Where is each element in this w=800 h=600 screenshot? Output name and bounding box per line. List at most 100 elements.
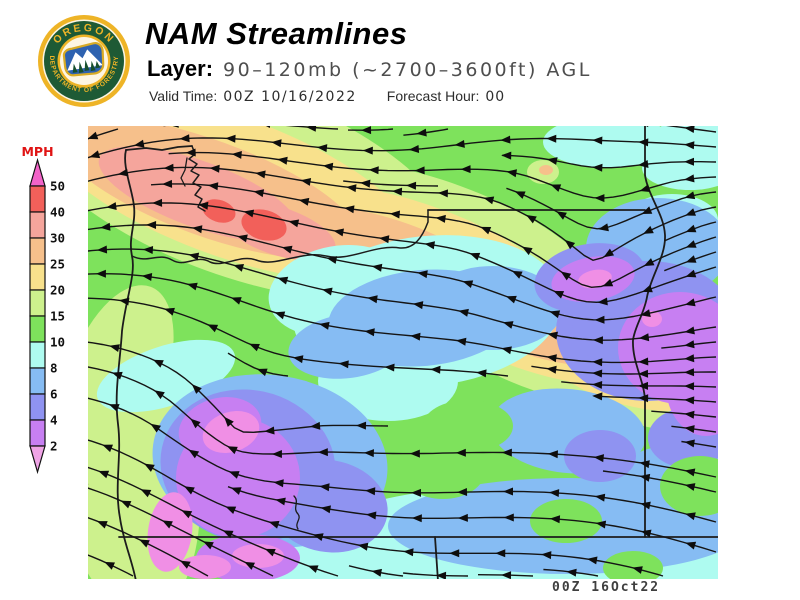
speed-region-lt2	[232, 544, 284, 568]
flow-arrow	[685, 224, 697, 233]
flow-arrow	[684, 396, 695, 405]
flow-arrow	[684, 368, 695, 377]
flow-arrow	[469, 252, 481, 261]
flow-arrow	[640, 309, 651, 317]
flow-arrow	[231, 151, 242, 159]
flow-arrow	[180, 560, 191, 569]
flow-arrow	[483, 196, 495, 205]
flow-arrow	[522, 246, 533, 256]
flow-arrow	[684, 298, 696, 307]
flow-arrow	[603, 248, 615, 258]
flow-arrow	[417, 270, 428, 279]
flow-arrow	[602, 278, 614, 287]
layer-label: Layer:	[147, 56, 214, 81]
flow-arrow	[265, 126, 271, 128]
flow-arrow	[594, 315, 605, 324]
flow-arrow	[410, 332, 421, 341]
flow-arrow	[237, 234, 248, 243]
speed-region-lt2	[578, 269, 612, 289]
flow-arrow	[188, 252, 200, 261]
flow-arrow	[549, 310, 561, 319]
flow-arrow	[184, 486, 195, 495]
flow-arrow	[133, 139, 145, 148]
flow-arrow	[560, 271, 572, 281]
flow-arrow	[685, 208, 696, 216]
flow-arrow	[550, 184, 562, 192]
flow-arrow	[108, 404, 120, 412]
flow-arrow	[424, 241, 435, 250]
flow-arrow	[502, 321, 514, 329]
flow-arrows	[88, 126, 697, 579]
flow-arrow	[357, 542, 369, 551]
flow-arrow	[319, 483, 330, 492]
flow-arrow	[457, 513, 468, 522]
flow-arrow	[592, 136, 603, 145]
speed-region-10-15	[401, 443, 485, 499]
flow-arrow	[225, 134, 236, 143]
colorbar-segment	[29, 393, 46, 421]
wind-speed-colorbar: MPH 50 40 30 25 20 15 10 8 6 4 2	[21, 144, 65, 475]
flow-arrow	[371, 568, 382, 577]
flow-arrow	[378, 235, 390, 244]
flow-arrow	[556, 211, 567, 220]
colorbar-tick-label: 10	[50, 335, 65, 350]
colorbar-segment	[29, 367, 46, 395]
flow-arrow	[406, 181, 417, 190]
streamline	[88, 366, 717, 478]
flow-arrow	[120, 500, 132, 509]
flow-arrow	[500, 135, 511, 144]
flow-arrow	[684, 382, 695, 391]
flow-arrow	[109, 344, 120, 352]
flow-arrow	[685, 269, 697, 278]
flow-arrow	[307, 565, 319, 573]
id-border-snake-river	[632, 126, 666, 538]
flow-arrow	[391, 187, 403, 196]
flow-arrow	[190, 418, 201, 429]
flow-arrow	[162, 179, 173, 188]
flow-arrow	[222, 530, 234, 539]
flow-arrow	[641, 206, 653, 214]
flow-arrow	[88, 131, 99, 140]
flow-arrow	[684, 340, 695, 349]
flow-arrow	[312, 533, 324, 541]
colorbar-tick-label: 6	[50, 387, 58, 402]
flow-arrow	[592, 163, 603, 172]
flow-arrow	[139, 539, 150, 548]
flow-arrow	[384, 363, 395, 372]
flow-arrow	[231, 297, 242, 305]
flow-arrow	[264, 426, 275, 435]
flow-arrow	[264, 548, 276, 557]
columbia-river	[131, 209, 429, 265]
flow-arrow	[207, 182, 219, 191]
flow-arrow	[277, 276, 289, 285]
flow-arrow	[333, 228, 344, 237]
colorbar-tick-label: 4	[50, 413, 58, 428]
flow-arrow	[371, 263, 383, 272]
flow-arrow	[684, 468, 696, 477]
flow-arrow	[592, 392, 603, 401]
geography-outlines	[115, 126, 718, 579]
upper-klamath-lake	[293, 495, 300, 530]
flow-arrow	[462, 280, 474, 288]
streamline	[671, 425, 717, 433]
flow-arrow	[546, 134, 557, 143]
valid-time-value: 00Z 10/16/2022	[223, 89, 357, 105]
flow-arrow	[111, 371, 123, 380]
colorbar-tick-label: 25	[50, 257, 65, 272]
wind-speed-map	[88, 126, 718, 579]
map-caption: 00Z 16Oct22	[552, 580, 661, 595]
flow-arrow	[243, 209, 255, 218]
flow-arrow	[592, 358, 603, 367]
streamline	[88, 517, 209, 577]
layer-row: Layer: 90–120mb (~2700–3600ft) AGL	[147, 56, 592, 82]
flow-arrow	[288, 219, 300, 228]
flow-arrow	[684, 126, 695, 133]
flow-arrow	[638, 381, 648, 390]
streamline	[666, 126, 717, 133]
speed-region-8-10	[642, 146, 718, 190]
flow-arrow	[95, 269, 106, 278]
flow-arrow	[181, 510, 193, 519]
flow-arrow	[141, 273, 153, 281]
flow-arrow	[154, 390, 165, 400]
flow-arrow	[179, 134, 190, 143]
